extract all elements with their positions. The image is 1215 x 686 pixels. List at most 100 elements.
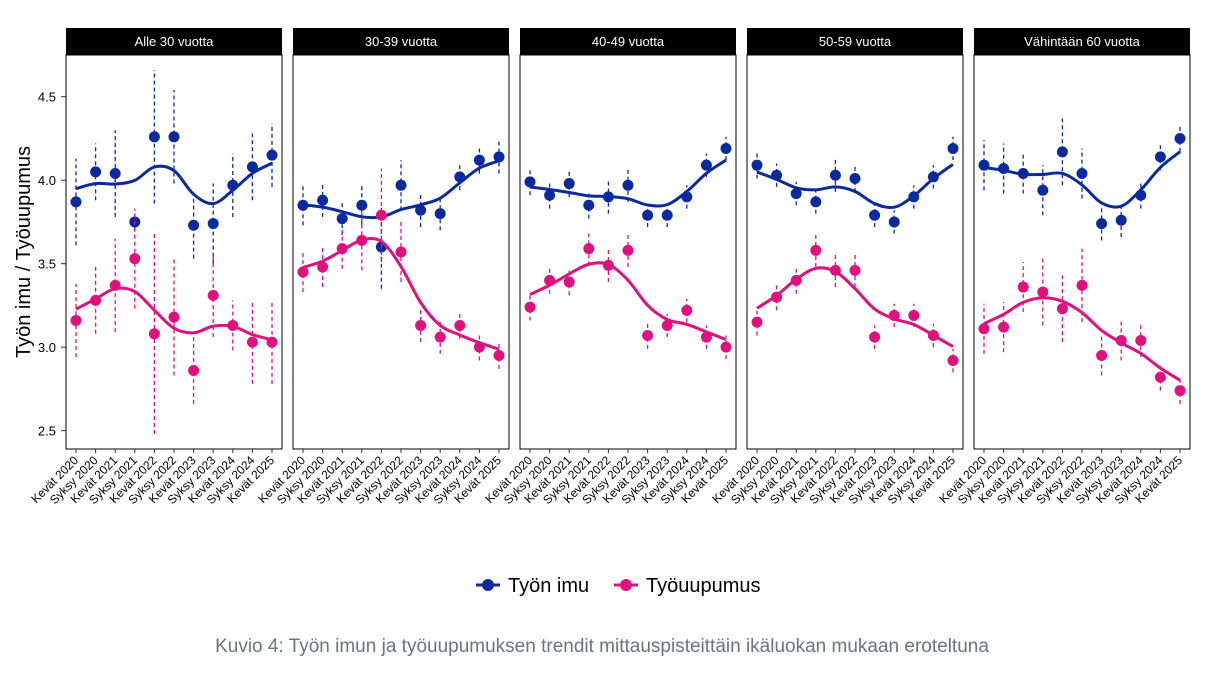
point bbox=[1115, 214, 1127, 226]
point bbox=[109, 279, 121, 291]
point bbox=[356, 199, 368, 211]
point bbox=[148, 328, 160, 340]
point bbox=[356, 234, 368, 246]
point bbox=[810, 244, 822, 256]
strip bbox=[520, 28, 736, 55]
y-tick-label: 4.0 bbox=[38, 173, 56, 188]
legend-label: Työn imu bbox=[508, 575, 589, 597]
point bbox=[1174, 385, 1186, 397]
point bbox=[168, 131, 180, 143]
panel-frame bbox=[65, 54, 283, 450]
strip bbox=[974, 28, 1190, 55]
point bbox=[1056, 303, 1068, 315]
point bbox=[188, 219, 200, 231]
point bbox=[751, 159, 763, 171]
point bbox=[642, 209, 654, 221]
point bbox=[642, 329, 654, 341]
point bbox=[829, 264, 841, 276]
point bbox=[415, 204, 427, 216]
point bbox=[266, 336, 278, 348]
point bbox=[336, 243, 348, 255]
point bbox=[454, 319, 466, 331]
point bbox=[1017, 281, 1029, 293]
point bbox=[849, 264, 861, 276]
point bbox=[583, 243, 595, 255]
point bbox=[927, 329, 939, 341]
y-axis-title: Työn imu / Työuupumus bbox=[13, 146, 35, 358]
point bbox=[1096, 218, 1108, 230]
point bbox=[1174, 132, 1186, 144]
point bbox=[415, 319, 427, 331]
point bbox=[563, 276, 575, 288]
point bbox=[207, 289, 219, 301]
point bbox=[563, 178, 575, 190]
point bbox=[978, 323, 990, 335]
point bbox=[583, 199, 595, 211]
point bbox=[168, 311, 180, 323]
point bbox=[336, 213, 348, 225]
strip bbox=[66, 28, 282, 55]
point bbox=[493, 350, 505, 362]
point bbox=[998, 321, 1010, 333]
point bbox=[207, 218, 219, 230]
point bbox=[493, 151, 505, 163]
point bbox=[227, 179, 239, 191]
panel-title: Vähintään 60 vuotta bbox=[1024, 34, 1140, 49]
point bbox=[1115, 334, 1127, 346]
point bbox=[246, 336, 258, 348]
point bbox=[1056, 146, 1068, 158]
point bbox=[1135, 189, 1147, 201]
point bbox=[473, 341, 485, 353]
point bbox=[888, 309, 900, 321]
legend-label: Työuupumus bbox=[646, 575, 761, 597]
point bbox=[681, 304, 693, 316]
point bbox=[129, 253, 141, 265]
point bbox=[1096, 350, 1108, 362]
point bbox=[790, 274, 802, 286]
caption: Kuvio 4: Työn imun ja työuupumuksen tren… bbox=[215, 636, 989, 657]
point bbox=[908, 191, 920, 203]
point bbox=[524, 301, 536, 313]
point bbox=[622, 244, 634, 256]
point bbox=[810, 196, 822, 208]
point bbox=[888, 216, 900, 228]
point bbox=[947, 355, 959, 367]
point bbox=[297, 266, 309, 278]
point bbox=[544, 189, 556, 201]
point bbox=[602, 259, 614, 271]
point bbox=[90, 166, 102, 178]
point bbox=[454, 171, 466, 183]
point bbox=[375, 209, 387, 221]
trend-line bbox=[983, 296, 1181, 382]
point bbox=[70, 314, 82, 326]
point bbox=[90, 294, 102, 306]
point bbox=[908, 309, 920, 321]
point bbox=[751, 316, 763, 328]
point bbox=[681, 191, 693, 203]
point bbox=[1037, 184, 1049, 196]
point bbox=[869, 331, 881, 343]
trend-line bbox=[756, 266, 954, 348]
trend-line bbox=[529, 261, 727, 342]
panel-frame bbox=[746, 54, 964, 450]
trend-line bbox=[75, 286, 273, 342]
point bbox=[790, 188, 802, 200]
point bbox=[434, 331, 446, 343]
point bbox=[661, 319, 673, 331]
point bbox=[395, 179, 407, 191]
trend-line bbox=[983, 150, 1181, 209]
y-tick-label: 2.5 bbox=[38, 424, 56, 439]
point bbox=[720, 341, 732, 353]
point bbox=[700, 159, 712, 171]
point bbox=[1154, 151, 1166, 163]
point bbox=[524, 176, 536, 188]
point bbox=[544, 274, 556, 286]
point bbox=[266, 149, 278, 161]
panel-title: Alle 30 vuotta bbox=[135, 34, 215, 49]
point bbox=[771, 169, 783, 181]
strip bbox=[293, 28, 509, 55]
point bbox=[473, 154, 485, 166]
trend-line bbox=[75, 161, 273, 206]
panel-title: 50-59 vuotta bbox=[819, 34, 892, 49]
strip bbox=[747, 28, 963, 55]
